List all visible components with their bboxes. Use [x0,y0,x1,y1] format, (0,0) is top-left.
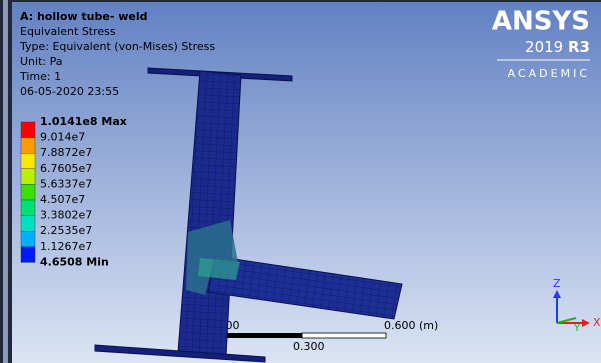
legend-swatch [21,231,35,247]
legend-label: 9.014e7 [40,131,85,144]
scale-segment [302,333,386,338]
release: 2019 R3 [525,38,590,56]
legend-swatch [21,153,35,169]
scale-end: 0.600 (m) [384,319,438,332]
legend-label: 1.1267e7 [40,240,92,253]
scale-segment [218,333,302,338]
legend-swatch [21,138,35,154]
y-label: Y [573,323,581,334]
result-type: Type: Equivalent (von-Mises) Stress [19,40,215,53]
legend-swatch [21,169,35,185]
legend-swatch [21,122,35,138]
viewport: A: hollow tube- weld Equivalent Stress T… [0,0,601,363]
legend-swatch [21,247,35,263]
legend-swatch [21,184,35,200]
legend-label: 2.2535e7 [40,224,92,237]
legend-label: 4.6508 Min [40,255,109,268]
model-name: A: hollow tube- weld [20,10,148,23]
brand: ANSYS [492,7,590,37]
legend-swatch [21,216,35,232]
background [12,2,601,363]
release-id: R3 [568,38,590,56]
z-label: Z [553,277,561,290]
year: 2019 [525,38,563,56]
legend-label: 6.7605e7 [40,162,92,175]
result-name: Equivalent Stress [20,25,116,38]
legend-swatch [21,200,35,216]
side-strip [3,0,8,363]
date: 06-05-2020 23:55 [20,85,119,98]
x-label: X [593,316,601,329]
legend-label: 7.8872e7 [40,146,92,159]
time: Time: 1 [19,70,61,83]
legend-label: 1.0141e8 Max [40,115,127,128]
legend-label: 5.6337e7 [40,177,92,190]
legend-label: 4.507e7 [40,193,85,206]
unit: Unit: Pa [20,55,62,68]
edition: ACADEMIC [508,67,590,80]
scale-middle: 0.300 [293,340,325,353]
legend-label: 3.3802e7 [40,209,92,222]
